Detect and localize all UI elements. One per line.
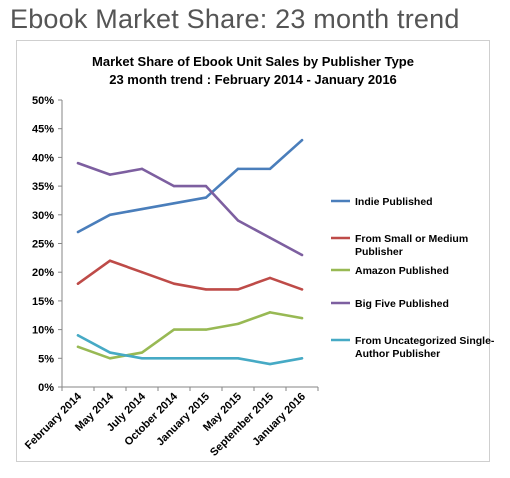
- data-point: [140, 207, 144, 211]
- data-point: [300, 253, 304, 257]
- series-line: [76, 334, 304, 366]
- series-line: [76, 311, 304, 360]
- y-tick-label: 35%: [32, 181, 54, 193]
- data-point: [268, 167, 272, 171]
- x-tick-label: February 2014: [23, 390, 85, 452]
- y-tick-label: 15%: [32, 296, 54, 308]
- legend-label: From Small or Medium Publisher: [355, 233, 468, 258]
- data-point: [76, 161, 80, 165]
- data-point: [204, 288, 208, 291]
- data-point: [300, 357, 304, 360]
- legend-label: Indie Published: [355, 196, 433, 208]
- y-tick-label: 40%: [32, 152, 54, 164]
- chart-frame: [16, 40, 490, 462]
- data-point: [300, 138, 304, 142]
- series-line: [76, 259, 304, 291]
- data-point: [172, 184, 176, 188]
- legend-label: Amazon Published: [355, 265, 449, 277]
- data-point: [204, 328, 208, 331]
- data-point: [140, 357, 144, 360]
- y-tick-label: 5%: [38, 353, 54, 365]
- data-point: [204, 357, 208, 360]
- data-point: [172, 202, 176, 205]
- data-point: [108, 173, 112, 176]
- data-point: [108, 357, 112, 360]
- data-point: [108, 351, 112, 354]
- data-point: [204, 196, 208, 199]
- y-tick-label: 0%: [38, 382, 54, 394]
- data-point: [140, 271, 144, 274]
- chart-title: Market Share of Ebook Unit Sales by Publ…: [92, 54, 414, 69]
- data-point: [236, 167, 240, 171]
- data-point: [140, 167, 144, 171]
- data-point: [268, 276, 272, 280]
- chart-subtitle: 23 month trend : February 2014 - January…: [109, 72, 397, 87]
- data-point: [108, 259, 112, 262]
- y-tick-label: 25%: [32, 239, 54, 251]
- data-point: [204, 184, 208, 188]
- y-tick-label: 45%: [32, 124, 54, 136]
- data-point: [300, 316, 304, 320]
- legend-label: From Uncategorized Single-Author Publish…: [355, 335, 495, 360]
- data-point: [268, 362, 272, 366]
- data-point: [108, 213, 112, 216]
- y-tick-label: 50%: [32, 95, 54, 107]
- data-point: [76, 230, 80, 234]
- series-line: [76, 161, 304, 257]
- data-point: [236, 322, 240, 326]
- data-point: [76, 282, 80, 285]
- page-heading: Ebook Market Share: 23 month trend: [10, 4, 460, 34]
- y-tick-label: 30%: [32, 210, 54, 222]
- data-point: [76, 345, 80, 349]
- legend-label: Big Five Published: [355, 298, 449, 310]
- data-point: [268, 311, 272, 314]
- y-tick-label: 20%: [32, 267, 54, 279]
- data-point: [236, 357, 240, 360]
- data-point: [236, 288, 240, 291]
- data-point: [300, 288, 304, 291]
- data-point: [236, 219, 240, 222]
- data-point: [172, 357, 176, 360]
- data-point: [268, 236, 272, 239]
- series-line: [76, 138, 304, 234]
- data-point: [172, 282, 176, 285]
- data-point: [76, 334, 80, 337]
- data-point: [140, 351, 144, 354]
- data-point: [172, 328, 176, 331]
- y-tick-label: 10%: [32, 325, 54, 337]
